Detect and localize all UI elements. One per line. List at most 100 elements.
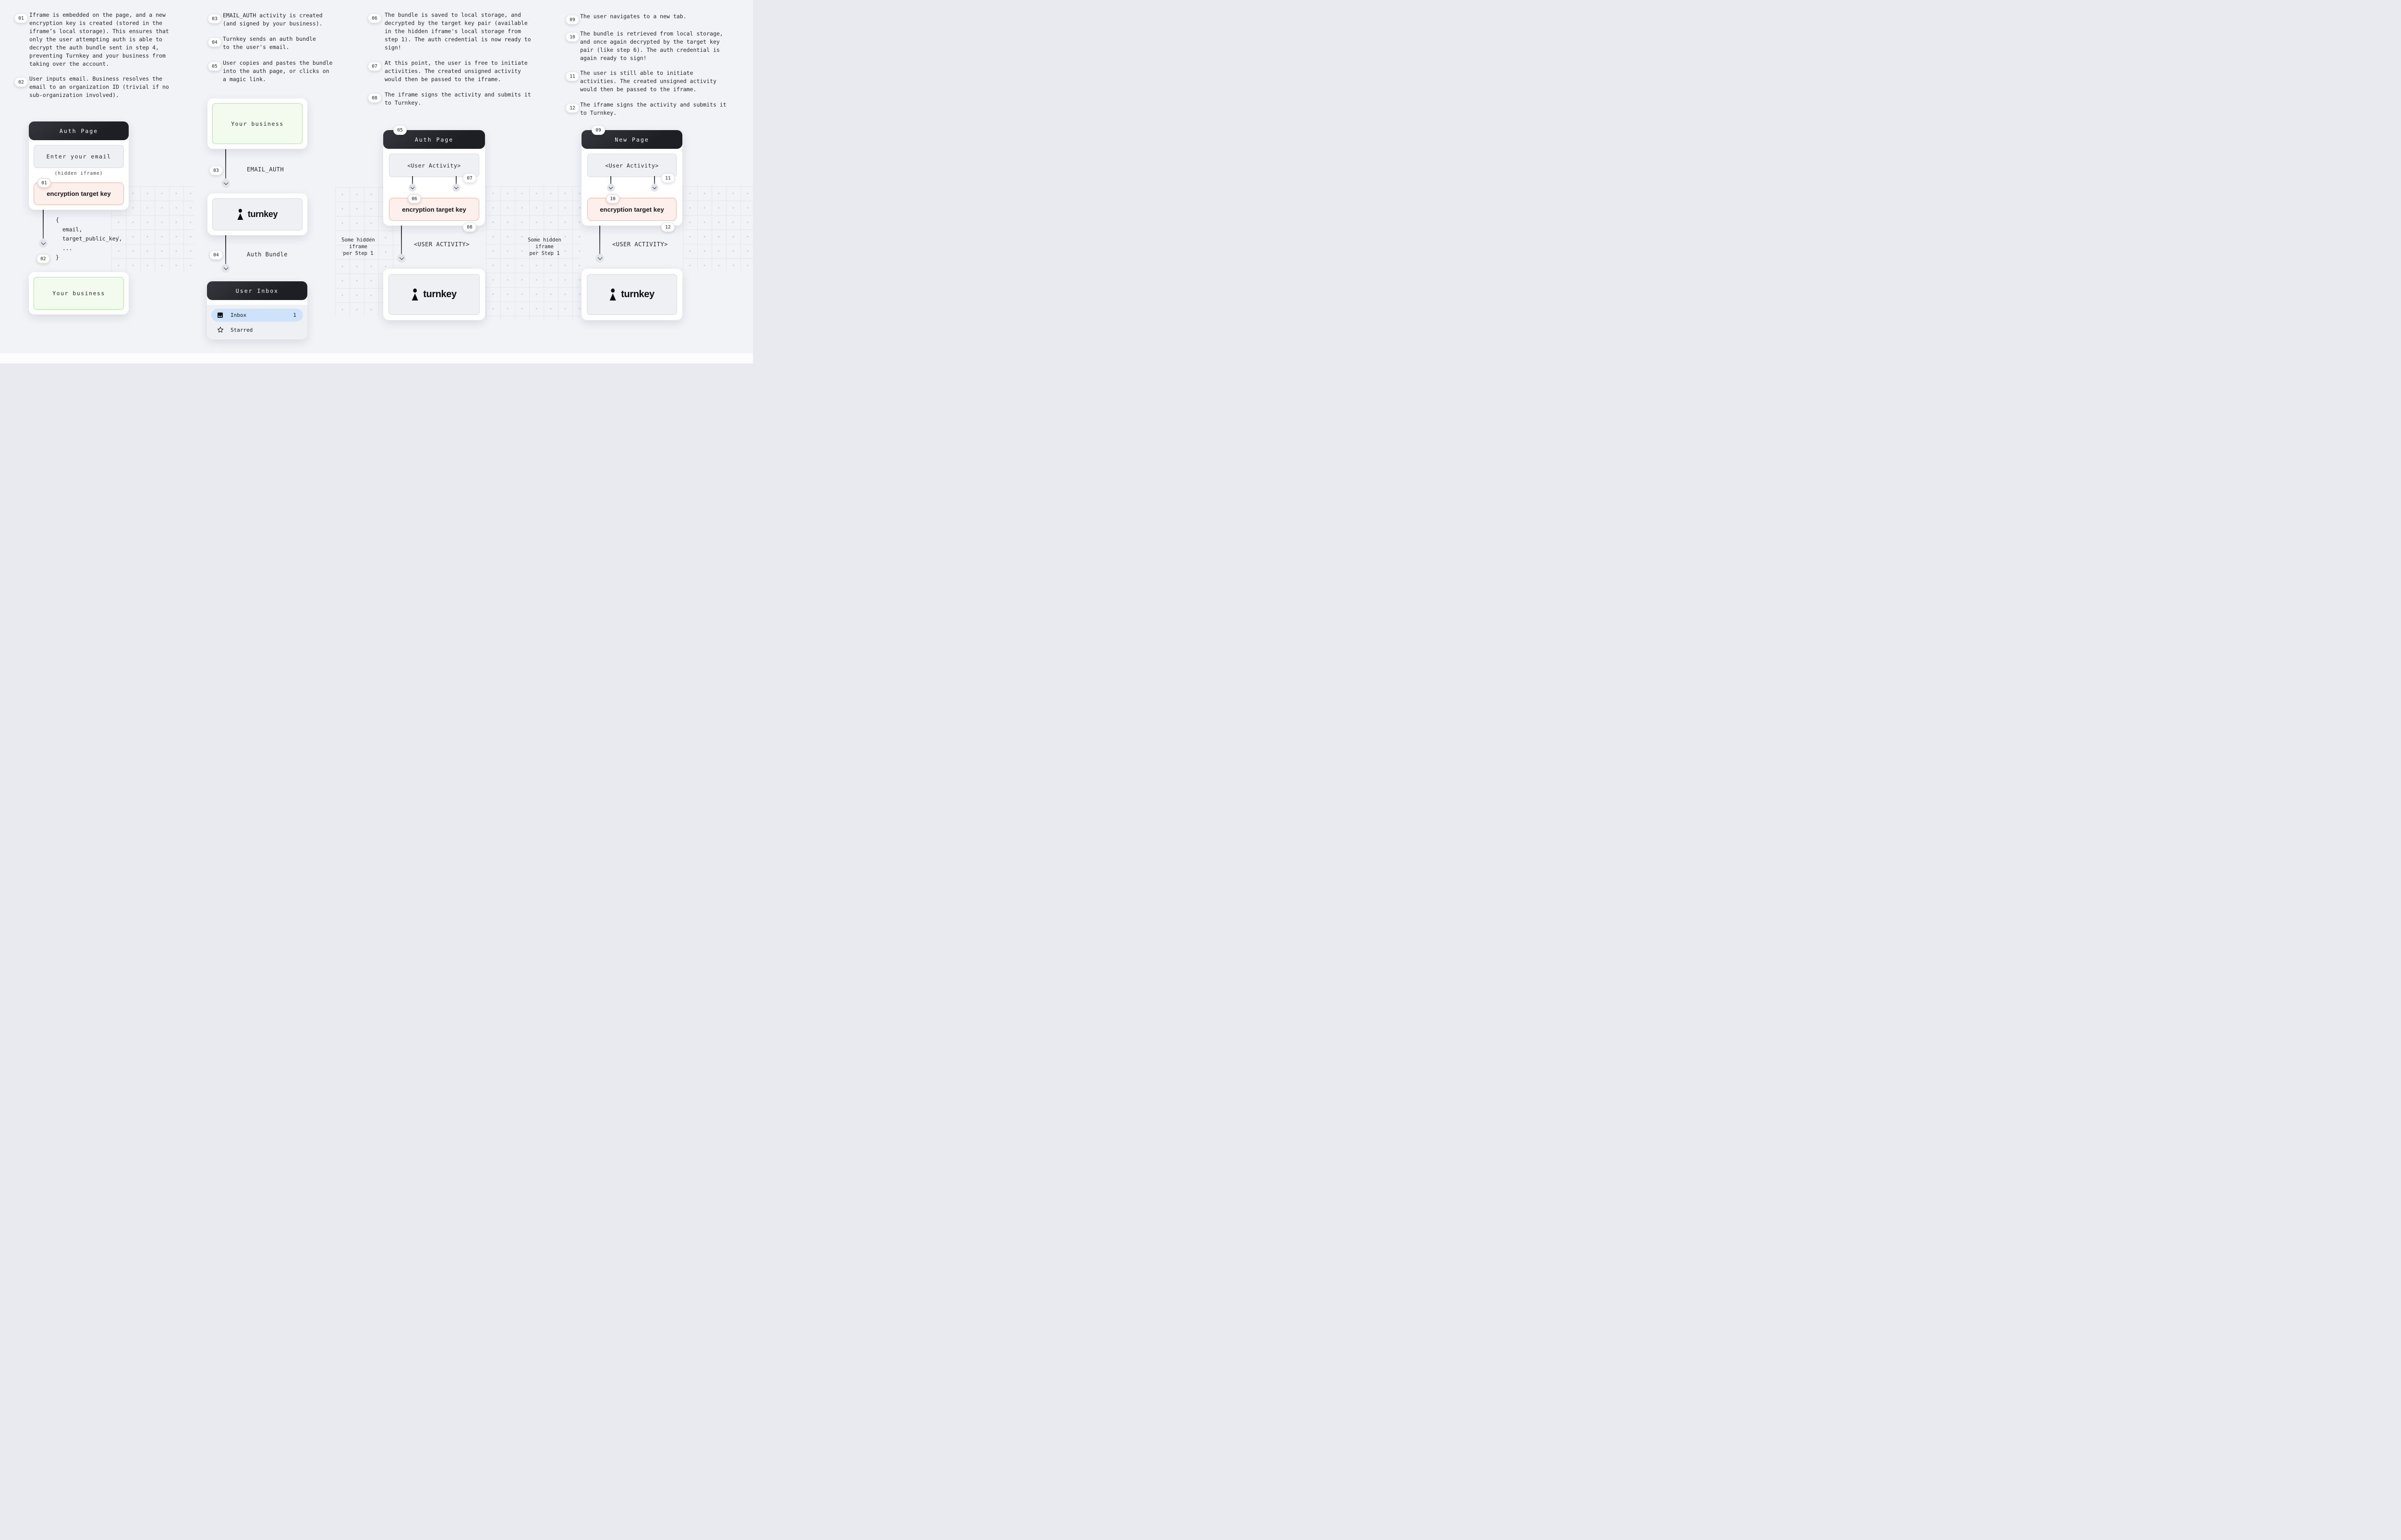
step-badge-12: 12 <box>566 103 579 113</box>
hidden-iframe-note: Some hidden iframe per Step 1 <box>528 237 561 256</box>
user-activity-flow-label: <USER ACTIVITY> <box>414 241 470 248</box>
badge-number: 12 <box>665 224 671 230</box>
step-text-06: The bundle is saved to local storage, an… <box>385 12 531 51</box>
step-number: 07 <box>372 63 377 69</box>
diagram-badge-11: 11 <box>661 173 675 183</box>
turnkey-box: turnkey <box>388 274 480 315</box>
step-number: 09 <box>570 17 575 23</box>
step-number: 01 <box>18 15 24 21</box>
step-text-05: User copies and pastes the bundle into t… <box>223 60 333 83</box>
card-title: New Page <box>615 136 649 143</box>
diagram-badge-10: 10 <box>606 194 619 204</box>
badge-number: 08 <box>467 224 473 230</box>
badge-number: 06 <box>412 196 417 202</box>
badge-number: 03 <box>213 168 219 173</box>
email-input-placeholder: Enter your email <box>46 153 111 160</box>
chevron-down-icon <box>595 254 604 263</box>
turnkey-box: turnkey <box>212 198 303 230</box>
step-badge-04: 04 <box>208 37 221 47</box>
mini-arrow-line <box>412 176 413 184</box>
user-activity-flow-label: <USER ACTIVITY> <box>612 241 668 248</box>
encryption-target-key-box: encryption target key <box>587 198 677 221</box>
chevron-down-icon <box>452 184 460 192</box>
turnkey-wordmark: turnkey <box>423 289 457 300</box>
turnkey-logo: turnkey <box>237 209 278 220</box>
badge-number: 02 <box>40 256 46 262</box>
step-text-09: The user navigates to a new tab. <box>580 13 687 20</box>
bottom-strip <box>0 353 753 363</box>
badge-number: 01 <box>41 180 47 186</box>
chevron-down-icon <box>397 254 406 263</box>
step-badge-02: 02 <box>14 77 28 87</box>
mini-arrow-line <box>610 176 611 184</box>
inbox-icon <box>217 312 223 318</box>
user-activity-label: <User Activity> <box>407 162 461 169</box>
step-badge-11: 11 <box>566 72 579 81</box>
inbox-label: Inbox <box>230 312 247 318</box>
step-text-07: At this point, the user is free to initi… <box>385 60 528 83</box>
your-business-card: Your business <box>207 98 307 149</box>
starred-row[interactable]: Starred <box>211 325 303 335</box>
step-badge-09: 09 <box>566 15 579 24</box>
step-text-02: User inputs email. Business resolves the… <box>29 75 169 98</box>
step-text-12: The iframe signs the activity and submit… <box>580 101 727 116</box>
turnkey-wordmark: turnkey <box>247 209 278 219</box>
step-number: 12 <box>570 105 575 111</box>
arrow-line <box>599 226 600 254</box>
step-number: 02 <box>18 79 24 85</box>
diagram-badge-08: 08 <box>463 222 476 232</box>
hidden-iframe-note: Some hidden iframe per Step 1 <box>341 237 375 256</box>
diagram-badge-02: 02 <box>36 254 50 264</box>
step-badge-10: 10 <box>566 32 579 42</box>
mini-arrow-line <box>654 176 655 184</box>
turnkey-card: turnkey <box>207 193 307 235</box>
encryption-target-key-box: encryption target key <box>389 198 479 221</box>
badge-number: 04 <box>213 252 219 258</box>
person-icon <box>237 209 243 220</box>
turnkey-wordmark: turnkey <box>621 289 655 300</box>
diagram-badge-09: 09 <box>592 125 605 135</box>
email-input[interactable]: Enter your email <box>34 145 124 168</box>
inbox-row[interactable]: Inbox 1 <box>211 309 303 322</box>
email-auth-label: EMAIL_AUTH <box>247 166 284 173</box>
arrow-line <box>401 226 402 254</box>
diagram-badge-12: 12 <box>661 222 675 232</box>
arrow-line <box>225 149 226 179</box>
step-text-04: Turnkey sends an auth bundle to the user… <box>223 36 316 50</box>
step-text-01: Iframe is embedded on the page, and a ne… <box>29 12 169 67</box>
chevron-down-icon <box>607 184 615 192</box>
badge-number: 07 <box>467 175 473 181</box>
step-number: 04 <box>212 39 218 45</box>
card-title: Auth Page <box>414 136 454 143</box>
step-text-08: The iframe signs the activity and submit… <box>385 91 531 106</box>
step-number: 08 <box>372 95 377 101</box>
user-activity-box: <User Activity> <box>587 154 677 177</box>
your-business-label: Your business <box>52 290 105 297</box>
card-header-user-inbox: User Inbox <box>207 281 307 300</box>
your-business-box: Your business <box>34 277 124 310</box>
your-business-label: Your business <box>231 120 284 127</box>
chevron-down-icon <box>221 264 230 273</box>
your-business-box: Your business <box>212 103 303 144</box>
diagram-badge-01: 01 <box>37 178 51 188</box>
badge-number: 10 <box>610 196 616 202</box>
step-number: 11 <box>570 73 575 79</box>
hidden-iframe-label: (hidden iframe) <box>54 171 103 176</box>
card-title: Auth Page <box>59 127 98 134</box>
step-badge-01: 01 <box>14 13 28 23</box>
step-number: 05 <box>212 63 218 69</box>
step-text-10: The bundle is retrieved from local stora… <box>580 30 723 61</box>
mini-arrow-line <box>456 176 457 184</box>
arrow-line <box>43 210 44 239</box>
chevron-down-icon <box>409 184 416 192</box>
step-badge-05: 05 <box>208 61 221 71</box>
diagram-badge-06: 06 <box>408 194 421 204</box>
step-badge-08: 08 <box>368 93 381 103</box>
step-number: 03 <box>212 16 218 22</box>
diagram-badge-03: 03 <box>209 166 223 175</box>
encryption-target-key-box: encryption target key <box>34 182 124 205</box>
turnkey-card: turnkey <box>383 269 485 320</box>
diagram-badge-07: 07 <box>463 173 476 183</box>
badge-number: 05 <box>397 127 403 133</box>
user-activity-label: <User Activity> <box>605 162 659 169</box>
